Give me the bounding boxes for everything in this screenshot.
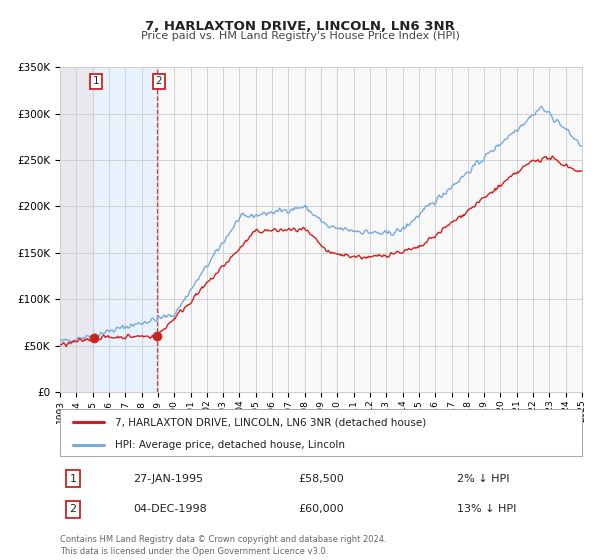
Text: 7, HARLAXTON DRIVE, LINCOLN, LN6 3NR: 7, HARLAXTON DRIVE, LINCOLN, LN6 3NR: [145, 20, 455, 32]
Text: Contains HM Land Registry data © Crown copyright and database right 2024.
This d: Contains HM Land Registry data © Crown c…: [60, 535, 386, 556]
Point: [152, 332, 161, 341]
Text: 7, HARLAXTON DRIVE, LINCOLN, LN6 3NR (detached house): 7, HARLAXTON DRIVE, LINCOLN, LN6 3NR (de…: [115, 417, 426, 427]
Text: 1: 1: [70, 474, 77, 483]
Text: 2: 2: [70, 505, 77, 515]
Text: 2: 2: [156, 76, 163, 86]
Bar: [60, 67, 94, 392]
Text: £60,000: £60,000: [298, 505, 344, 515]
Bar: [94, 67, 157, 392]
Point: [89, 333, 98, 342]
Text: HPI: Average price, detached house, Lincoln: HPI: Average price, detached house, Linc…: [115, 440, 345, 450]
Text: 27-JAN-1995: 27-JAN-1995: [133, 474, 203, 483]
Text: 1: 1: [93, 76, 100, 86]
Text: 04-DEC-1998: 04-DEC-1998: [133, 505, 207, 515]
Text: £58,500: £58,500: [298, 474, 344, 483]
Text: 2% ↓ HPI: 2% ↓ HPI: [457, 474, 509, 483]
Text: 13% ↓ HPI: 13% ↓ HPI: [457, 505, 516, 515]
Text: Price paid vs. HM Land Registry's House Price Index (HPI): Price paid vs. HM Land Registry's House …: [140, 31, 460, 41]
